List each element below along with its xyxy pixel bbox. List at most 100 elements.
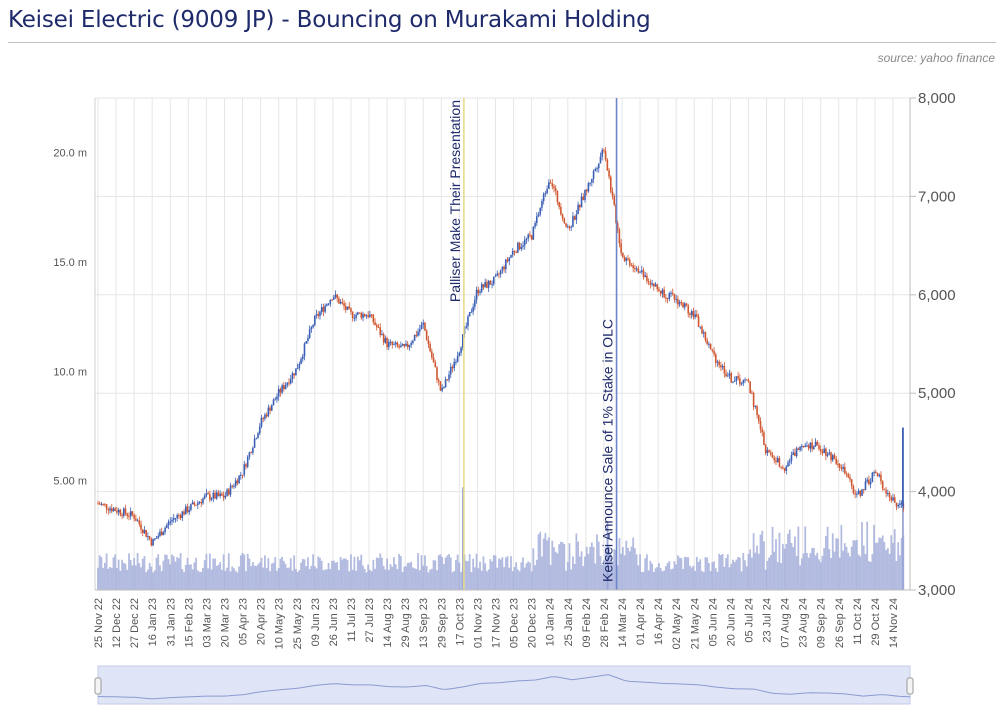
candle-body — [369, 314, 371, 317]
candle-body — [850, 479, 853, 486]
candle-body — [609, 176, 612, 192]
candle-body — [283, 385, 285, 390]
navigator-handle-left[interactable] — [94, 677, 102, 695]
candle-body — [773, 457, 776, 461]
candle-body — [422, 322, 425, 325]
candle-body — [508, 257, 511, 262]
candle-body — [561, 214, 564, 219]
volume-bar — [140, 567, 142, 590]
candle-body — [611, 191, 614, 196]
candle-body — [589, 182, 591, 184]
volume-bar — [473, 567, 476, 590]
event-label: Palliser Make Their Presentation — [447, 100, 463, 302]
volume-bar — [781, 544, 784, 590]
volume-bar — [460, 572, 462, 590]
volume-bar — [644, 558, 647, 590]
candle-body — [818, 445, 820, 450]
candle-body — [749, 381, 751, 393]
volume-bar — [565, 570, 567, 590]
navigator-handle-right[interactable] — [906, 677, 914, 695]
volume-bar — [405, 566, 407, 590]
volume-bar — [840, 525, 843, 590]
volume-bar — [632, 537, 635, 590]
candle-body — [630, 265, 633, 267]
candle-body — [143, 529, 146, 534]
candle-body — [539, 207, 542, 215]
volume-bar — [749, 549, 752, 590]
x-tick-label: 05 Apr 23 — [238, 598, 250, 645]
volume-bar — [613, 549, 616, 590]
volume-bar — [695, 556, 698, 590]
candle-body — [899, 503, 901, 505]
volume-bar — [864, 554, 867, 590]
candle-body — [358, 312, 361, 314]
volume-bar — [122, 562, 125, 590]
volume-bar — [296, 572, 299, 590]
candle-body — [498, 273, 500, 275]
candle-body — [714, 354, 717, 363]
candle-body — [286, 382, 289, 386]
volume-bar — [105, 553, 108, 590]
candle-body — [885, 490, 887, 494]
candle-body — [257, 433, 259, 439]
volume-bar — [513, 567, 516, 590]
volume-bar — [365, 572, 368, 590]
candle-body — [670, 292, 672, 294]
volume-bar — [678, 557, 681, 590]
candle-body — [140, 524, 142, 530]
candle-body — [494, 275, 497, 277]
volume-bar — [677, 555, 679, 590]
navigator[interactable] — [94, 665, 914, 705]
candle-body — [577, 204, 579, 215]
candle-body — [690, 311, 693, 316]
volume-bar — [114, 554, 117, 590]
candle-body — [314, 315, 316, 326]
volume-bar — [374, 568, 376, 590]
volume-bar — [430, 568, 433, 590]
candle-body — [293, 373, 295, 376]
volume-bar — [391, 566, 394, 590]
candle-body — [551, 183, 554, 187]
candle-body — [241, 474, 244, 476]
volume-bar — [578, 556, 581, 590]
volume-bar — [707, 563, 710, 590]
volume-bar — [193, 562, 196, 590]
candle-body — [234, 480, 237, 486]
x-tick-label: 25 Jan 24 — [563, 598, 575, 646]
volume-bar — [258, 562, 261, 590]
volume-bar — [720, 555, 722, 590]
volume-bar — [874, 542, 877, 590]
candle-body — [312, 325, 314, 328]
volume-bar — [716, 571, 719, 590]
volume-bar — [210, 569, 213, 590]
volume-bar — [492, 554, 495, 590]
candle-body — [128, 515, 130, 517]
candle-body — [119, 509, 122, 515]
candle-body — [553, 186, 555, 189]
candle-body — [541, 200, 543, 208]
candle-body — [501, 266, 504, 271]
candle-body — [742, 380, 745, 384]
volume-bar — [472, 558, 475, 590]
volume-bar — [174, 561, 177, 590]
candle-body — [658, 289, 660, 291]
volume-bar — [843, 543, 846, 590]
volume-bar — [121, 559, 123, 590]
volume-bar — [164, 554, 167, 590]
volume-bar — [134, 565, 137, 590]
volume-bar — [730, 563, 733, 590]
candle-body — [790, 455, 793, 461]
volume-bar — [671, 568, 674, 590]
candle-body — [307, 338, 309, 342]
volume-bar — [183, 572, 185, 590]
volume-bar — [750, 557, 753, 590]
volume-bar — [124, 563, 127, 590]
candle-body — [449, 366, 452, 375]
candle-body — [479, 291, 481, 294]
volume-bar — [269, 571, 271, 590]
volume-bar — [778, 532, 781, 590]
candle-body — [788, 460, 791, 463]
volume-bar — [389, 564, 392, 590]
candle-body — [233, 485, 235, 487]
volume-bar — [572, 556, 574, 590]
